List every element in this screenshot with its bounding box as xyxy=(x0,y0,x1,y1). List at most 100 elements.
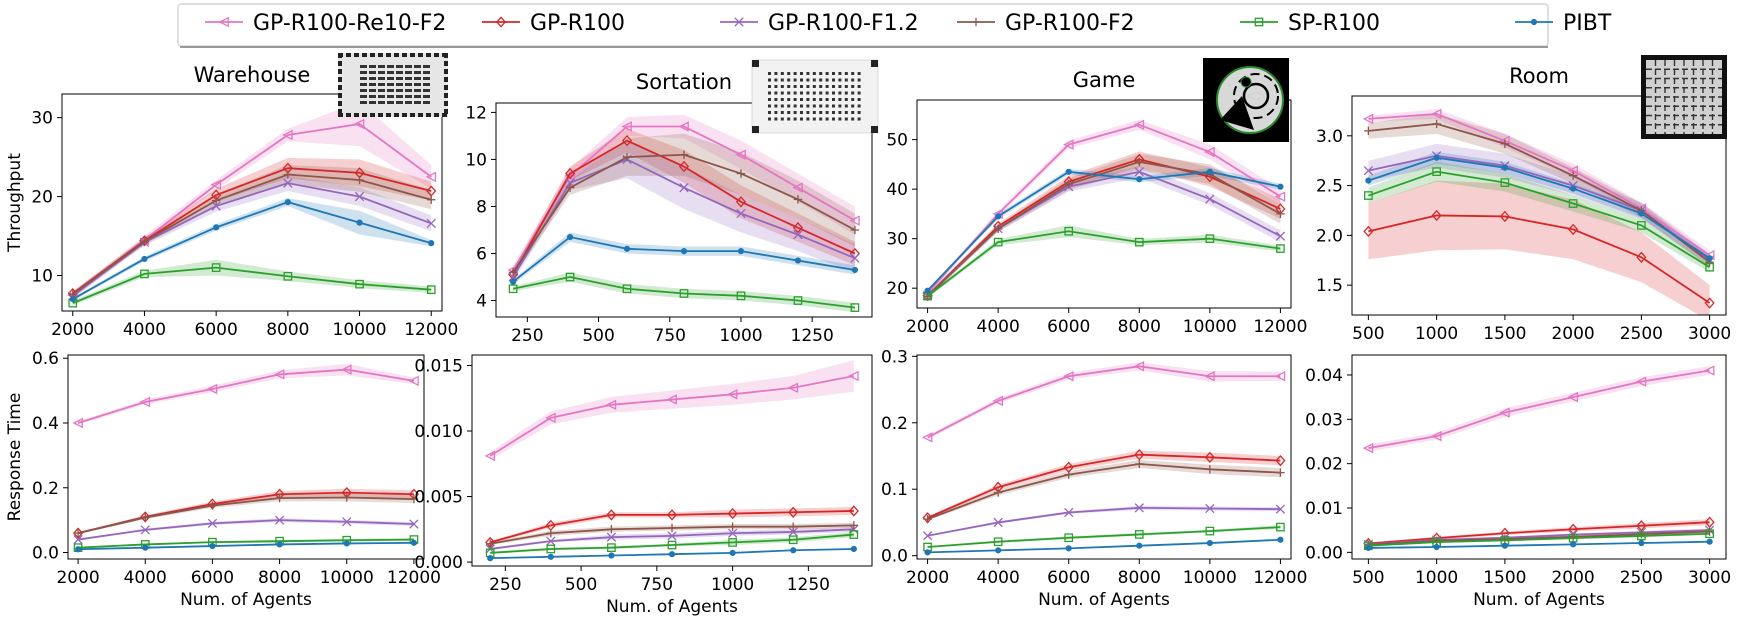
data-point xyxy=(275,493,284,503)
data-point xyxy=(794,257,802,264)
data-point xyxy=(735,149,746,160)
data-point xyxy=(1134,448,1145,461)
plot-area xyxy=(67,101,437,308)
data-point xyxy=(1134,237,1144,247)
data-point xyxy=(922,531,933,541)
data-point xyxy=(679,182,689,193)
data-point xyxy=(790,547,797,554)
plot-area xyxy=(507,114,860,313)
data-point xyxy=(667,531,677,541)
data-point xyxy=(209,542,216,550)
data-point xyxy=(727,528,738,538)
data-point xyxy=(1205,465,1215,474)
data-point xyxy=(354,191,365,202)
chart-panel: 2000 4000 6000 8000 10000 12000 0.0 0.2 0.4 0.6 Nu… xyxy=(5,349,441,610)
data-point xyxy=(678,121,689,132)
y-tick-label: 10 xyxy=(465,150,487,170)
data-point xyxy=(1362,113,1374,125)
x-tick-label: 750 xyxy=(641,575,673,595)
confidence-band xyxy=(72,259,432,306)
chart-panel: 500 1000 1500 2000 2500 3000 1.5 2.0 2.5 3.0 Room xyxy=(1316,55,1731,344)
y-tick-label: 3.0 xyxy=(1316,127,1343,147)
series-line xyxy=(926,160,1281,297)
data-point xyxy=(546,536,556,546)
data-point xyxy=(565,183,575,192)
x-tick-label: 1000 xyxy=(711,575,754,595)
x-tick-label: 12000 xyxy=(387,568,441,588)
y-tick-label: 0.015 xyxy=(414,356,463,376)
data-point xyxy=(993,224,1003,233)
map-thumbnail xyxy=(338,53,448,117)
data-point xyxy=(342,493,351,502)
map-thumbnail xyxy=(1641,55,1727,139)
data-point xyxy=(1706,538,1713,545)
data-point xyxy=(849,521,859,530)
legend-marker xyxy=(495,16,507,28)
plot-area xyxy=(1362,365,1715,552)
axes-frame xyxy=(471,354,873,567)
data-point xyxy=(792,221,804,234)
data-point xyxy=(211,201,221,211)
data-point xyxy=(1064,226,1074,236)
data-point xyxy=(606,532,617,542)
data-point xyxy=(210,179,222,190)
legend: GP-R100-Re10-F2 GP-R100 GP-R100-F1.2 GP-R10… xyxy=(177,3,1612,48)
y-tick-label: 0.0 xyxy=(881,547,908,567)
x-tick-label: 500 xyxy=(582,326,614,346)
data-point xyxy=(213,224,220,231)
data-point xyxy=(1637,531,1646,541)
data-point xyxy=(1570,185,1577,192)
data-point xyxy=(788,506,799,518)
series-line xyxy=(927,453,1281,519)
series-line xyxy=(1368,214,1711,304)
data-point xyxy=(73,534,83,545)
data-point xyxy=(1276,468,1285,477)
series-line xyxy=(72,266,432,304)
data-point xyxy=(139,396,151,408)
data-point xyxy=(409,519,419,529)
axes-frame xyxy=(1351,95,1727,316)
y-tick-label: 4 xyxy=(476,292,487,312)
y-tick-label: 0.4 xyxy=(32,414,59,434)
data-point xyxy=(1635,376,1647,387)
series-line xyxy=(926,123,1281,294)
data-point xyxy=(140,237,149,246)
chart-panel: 2000 4000 6000 8000 10000 12000 10 20 30 Warehous… xyxy=(5,53,458,340)
data-point xyxy=(1433,154,1440,161)
data-point xyxy=(564,167,576,180)
data-point xyxy=(207,518,218,529)
x-tick-label: 8000 xyxy=(1118,317,1161,337)
data-point xyxy=(208,501,217,510)
data-point xyxy=(1135,157,1144,167)
data-point xyxy=(1364,191,1373,200)
data-point xyxy=(1431,209,1442,222)
x-tick-label: 6000 xyxy=(1047,568,1090,588)
y-tick-label: 30 xyxy=(886,230,908,250)
series-line xyxy=(926,170,1281,292)
axes-frame xyxy=(61,93,443,312)
x-axis-label: Num. of Agents xyxy=(606,597,738,617)
x-tick-label: 2500 xyxy=(1620,568,1663,588)
data-point xyxy=(1133,361,1145,372)
data-point xyxy=(1499,407,1510,418)
data-point xyxy=(426,285,436,295)
data-point xyxy=(924,287,931,294)
data-point xyxy=(283,271,293,281)
y-tick-label: 20 xyxy=(31,188,53,208)
legend-entry: GP-R100-F2 xyxy=(957,11,1135,36)
data-point xyxy=(737,248,745,255)
data-point xyxy=(666,509,678,521)
data-point xyxy=(1706,255,1713,262)
data-point xyxy=(485,539,495,548)
series-line xyxy=(78,538,414,549)
data-point xyxy=(343,540,350,547)
x-tick-label: 2000 xyxy=(906,317,949,337)
x-tick-label: 1500 xyxy=(1483,568,1526,588)
data-point xyxy=(849,215,860,226)
x-tick-label: 2500 xyxy=(1620,324,1663,344)
legend-entry: GP-R100-F1.2 xyxy=(720,11,919,36)
data-point xyxy=(622,284,632,294)
x-tick-label: 8000 xyxy=(1118,568,1161,588)
legend-entry: GP-R100-Re10-F2 xyxy=(205,11,446,36)
data-point xyxy=(1063,371,1074,382)
